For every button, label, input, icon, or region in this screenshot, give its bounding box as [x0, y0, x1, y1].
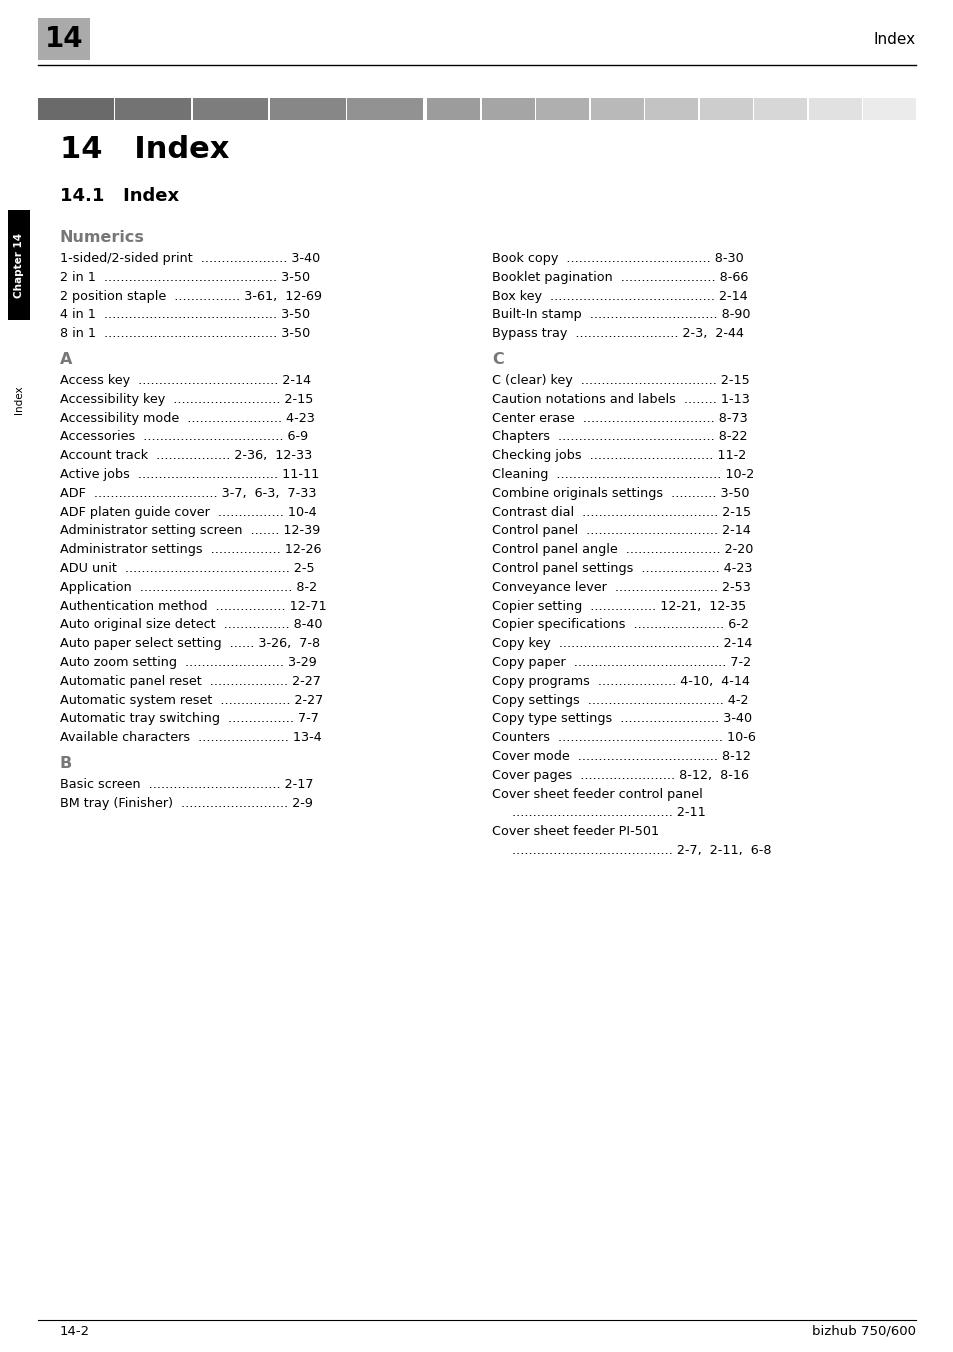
Bar — [590, 97, 643, 120]
Bar — [862, 97, 915, 120]
Text: BM tray (Finisher)  .......................... 2-9: BM tray (Finisher) .....................… — [60, 796, 313, 810]
Text: Cover mode  .................................. 8-12: Cover mode .............................… — [492, 750, 750, 763]
Text: Cleaning  ........................................ 10-2: Cleaning ...............................… — [492, 468, 754, 481]
Text: Access key  .................................. 2-14: Access key .............................… — [60, 375, 311, 387]
Text: Center erase  ................................ 8-73: Center erase ...........................… — [492, 411, 747, 425]
Text: ADU unit  ........................................ 2-5: ADU unit ...............................… — [60, 562, 314, 575]
Text: Contrast dial  ................................. 2-15: Contrast dial ..........................… — [492, 506, 750, 519]
Text: Automatic system reset  ................. 2-27: Automatic system reset .................… — [60, 694, 323, 707]
Text: Authentication method  ................. 12-71: Authentication method ................. … — [60, 599, 326, 612]
Bar — [347, 97, 422, 120]
Text: Index: Index — [14, 385, 24, 414]
Text: Cover sheet feeder PI-501: Cover sheet feeder PI-501 — [492, 825, 659, 838]
Text: Booklet pagination  ....................... 8-66: Booklet pagination .....................… — [492, 270, 747, 284]
Bar — [699, 97, 752, 120]
Text: Copy key  ....................................... 2-14: Copy key ...............................… — [492, 637, 752, 650]
Text: Checking jobs  .............................. 11-2: Checking jobs ..........................… — [492, 449, 745, 462]
Text: Active jobs  .................................. 11-11: Active jobs ............................… — [60, 468, 319, 481]
Text: 1-sided/2-sided print  ..................... 3-40: 1-sided/2-sided print ..................… — [60, 251, 320, 265]
Text: Auto paper select setting  ...... 3-26,  7-8: Auto paper select setting ...... 3-26, 7… — [60, 637, 320, 650]
Text: Auto original size detect  ................ 8-40: Auto original size detect ..............… — [60, 618, 322, 631]
Text: Automatic tray switching  ................ 7-7: Automatic tray switching ...............… — [60, 713, 318, 726]
Text: Copier specifications  ...................... 6-2: Copier specifications ..................… — [492, 618, 748, 631]
Text: Counters  ........................................ 10-6: Counters ...............................… — [492, 731, 755, 744]
Bar — [38, 97, 113, 120]
Bar — [808, 97, 861, 120]
Bar — [753, 97, 806, 120]
Text: Index: Index — [873, 31, 915, 46]
Text: 8 in 1  .......................................... 3-50: 8 in 1 .................................… — [60, 327, 310, 341]
Text: Accessories  .................................. 6-9: Accessories ............................… — [60, 430, 308, 443]
Text: 2 in 1  .......................................... 3-50: 2 in 1 .................................… — [60, 270, 310, 284]
Text: C (clear) key  ................................. 2-15: C (clear) key ..........................… — [492, 375, 749, 387]
Text: 14   Index: 14 Index — [60, 135, 229, 164]
Text: ....................................... 2-7,  2-11,  6-8: ....................................... … — [512, 844, 771, 857]
Text: Numerics: Numerics — [60, 230, 145, 245]
Bar — [8, 210, 30, 320]
Text: Caution notations and labels  ........ 1-13: Caution notations and labels ........ 1-… — [492, 393, 749, 406]
Text: 14: 14 — [45, 24, 83, 53]
Text: Box key  ........................................ 2-14: Box key ................................… — [492, 289, 747, 303]
Bar — [115, 97, 191, 120]
Text: Control panel  ................................ 2-14: Control panel ..........................… — [492, 525, 750, 537]
Text: Application  ..................................... 8-2: Application ............................… — [60, 581, 316, 594]
Text: A: A — [60, 352, 72, 366]
Text: Chapters  ...................................... 8-22: Chapters ...............................… — [492, 430, 747, 443]
Bar — [536, 97, 589, 120]
Text: Auto zoom setting  ........................ 3-29: Auto zoom setting ......................… — [60, 656, 316, 669]
Text: Available characters  ...................... 13-4: Available characters ...................… — [60, 731, 321, 744]
Text: Built-In stamp  ............................... 8-90: Built-In stamp .........................… — [492, 308, 750, 322]
Text: bizhub 750/600: bizhub 750/600 — [811, 1325, 915, 1338]
Text: 14.1   Index: 14.1 Index — [60, 187, 179, 206]
Text: Control panel settings  ................... 4-23: Control panel settings .................… — [492, 562, 752, 575]
Text: 14-2: 14-2 — [60, 1325, 90, 1338]
Text: ....................................... 2-11: ....................................... … — [512, 806, 705, 819]
Text: Copy paper  ..................................... 7-2: Copy paper .............................… — [492, 656, 750, 669]
Text: Conveyance lever  ......................... 2-53: Conveyance lever .......................… — [492, 581, 750, 594]
Bar — [427, 97, 479, 120]
Text: 2 position staple  ................ 3-61,  12-69: 2 position staple ................ 3-61,… — [60, 289, 322, 303]
Text: Accessibility key  .......................... 2-15: Accessibility key ......................… — [60, 393, 313, 406]
Text: Bypass tray  ......................... 2-3,  2-44: Bypass tray ......................... 2-… — [492, 327, 743, 341]
Text: Administrator setting screen  ....... 12-39: Administrator setting screen ....... 12-… — [60, 525, 320, 537]
Text: Automatic panel reset  ................... 2-27: Automatic panel reset ..................… — [60, 675, 320, 688]
Text: Cover pages  ....................... 8-12,  8-16: Cover pages ....................... 8-12… — [492, 769, 748, 781]
Text: Control panel angle  ....................... 2-20: Control panel angle ....................… — [492, 544, 753, 556]
Text: Book copy  ................................... 8-30: Book copy ..............................… — [492, 251, 743, 265]
Text: Combine originals settings  ........... 3-50: Combine originals settings ........... 3… — [492, 487, 749, 500]
Text: Copy settings  ................................. 4-2: Copy settings ..........................… — [492, 694, 748, 707]
Text: Account track  .................. 2-36,  12-33: Account track .................. 2-36, 1… — [60, 449, 312, 462]
Text: Copier setting  ................ 12-21,  12-35: Copier setting ................ 12-21, 1… — [492, 599, 745, 612]
Bar — [481, 97, 535, 120]
Text: ADF  .............................. 3-7,  6-3,  7-33: ADF .............................. 3-7, … — [60, 487, 316, 500]
Bar — [193, 97, 268, 120]
Text: 4 in 1  .......................................... 3-50: 4 in 1 .................................… — [60, 308, 310, 322]
Text: Cover sheet feeder control panel: Cover sheet feeder control panel — [492, 788, 702, 800]
Text: Accessibility mode  ....................... 4-23: Accessibility mode .....................… — [60, 411, 314, 425]
Bar — [270, 97, 345, 120]
Text: Copy programs  ................... 4-10,  4-14: Copy programs ................... 4-10, … — [492, 675, 749, 688]
Text: Chapter 14: Chapter 14 — [14, 233, 24, 297]
Text: B: B — [60, 756, 72, 771]
Bar — [38, 18, 90, 59]
Text: C: C — [492, 352, 503, 366]
Text: ADF platen guide cover  ................ 10-4: ADF platen guide cover ................ … — [60, 506, 316, 519]
Text: Administrator settings  ................. 12-26: Administrator settings .................… — [60, 544, 321, 556]
Text: Copy type settings  ........................ 3-40: Copy type settings .....................… — [492, 713, 751, 726]
Bar — [644, 97, 698, 120]
Text: Basic screen  ................................ 2-17: Basic screen ...........................… — [60, 777, 314, 791]
